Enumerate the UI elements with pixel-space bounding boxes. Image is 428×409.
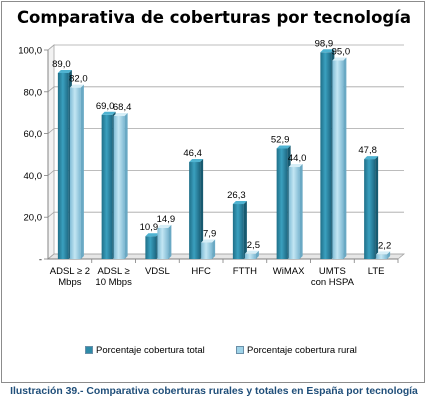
bar-side xyxy=(200,159,204,259)
x-tick-label: UMTS xyxy=(319,266,346,277)
bar-total xyxy=(320,52,332,260)
bar-side xyxy=(375,156,379,259)
chart-title: Comparativa de coberturas por tecnología xyxy=(16,8,412,27)
bar-top xyxy=(189,159,204,163)
data-label: 82,0 xyxy=(69,74,88,85)
data-label: 2,2 xyxy=(378,240,391,251)
data-label: 89,0 xyxy=(52,59,71,70)
bar-top xyxy=(288,164,303,168)
x-tick-label: HFC xyxy=(191,266,211,277)
data-label: 7,9 xyxy=(203,228,216,239)
bar-total xyxy=(189,162,201,259)
x-tick-label: ADSL ≥ xyxy=(97,266,129,277)
bar-rural xyxy=(288,167,300,259)
bar-top xyxy=(244,250,259,254)
bar-rural xyxy=(157,227,169,259)
data-label: 26,3 xyxy=(227,190,246,201)
x-tick-label: LTE xyxy=(368,266,385,277)
gridline xyxy=(47,211,404,218)
bar-total xyxy=(364,159,376,259)
plot-area: - 20,0 40,0 60,0 80,0 100,0 89,0 82,0 ADSL ≥ 2Mb… xyxy=(18,38,406,288)
side-wall xyxy=(47,44,55,260)
bar-top xyxy=(376,251,391,255)
data-label: 68,4 xyxy=(113,102,132,113)
floor xyxy=(46,253,406,260)
bar-total xyxy=(145,236,157,259)
bar-top xyxy=(157,224,172,228)
x-tick-label: Mbps xyxy=(58,277,81,288)
legend-label-rural: Porcentaje cobertura rural xyxy=(247,345,357,356)
bar-total xyxy=(57,72,69,260)
legend-item-total: Porcentaje cobertura total xyxy=(85,345,205,356)
y-tick-label: 40,0 xyxy=(24,171,43,182)
bar-total xyxy=(276,148,288,259)
gridline xyxy=(47,44,404,51)
data-label: 2,5 xyxy=(247,240,260,251)
bar-top xyxy=(69,84,84,88)
bar-total xyxy=(101,114,113,259)
data-label: 69,0 xyxy=(96,101,115,112)
bar-top xyxy=(113,113,128,117)
x-tick-label: VDSL xyxy=(145,266,170,277)
bar-side xyxy=(255,250,259,259)
bar-side xyxy=(124,113,128,259)
bar-side xyxy=(80,84,84,260)
bar-rural xyxy=(332,60,344,260)
bar-side xyxy=(212,239,216,259)
data-label: 46,4 xyxy=(183,148,202,159)
data-label: 95,0 xyxy=(332,46,351,57)
bar-rural xyxy=(69,87,81,260)
figure-caption: Ilustración 39.- Comparativa coberturas … xyxy=(10,386,418,397)
bar-side xyxy=(387,251,391,259)
bar-top xyxy=(145,233,160,237)
x-tick-label: 10 Mbps xyxy=(95,277,132,288)
bar-top xyxy=(364,156,379,160)
bar-top xyxy=(276,145,291,149)
x-tick-label: WiMAX xyxy=(273,266,305,277)
bar-top xyxy=(57,69,72,73)
bar-rural xyxy=(201,242,213,259)
x-tick-label: ADSL ≥ 2 xyxy=(50,266,90,277)
y-tick-label: 80,0 xyxy=(24,87,43,98)
legend-swatch-rural xyxy=(236,346,244,355)
data-label: 98,9 xyxy=(315,38,334,49)
bar-side xyxy=(168,224,172,259)
bar-total xyxy=(232,204,244,259)
data-label: 10,9 xyxy=(140,222,159,233)
y-tick-label: - xyxy=(39,255,42,266)
y-tick-label: 20,0 xyxy=(24,213,43,224)
bar-rural xyxy=(244,253,256,259)
bar-top xyxy=(320,49,335,53)
data-label: 52,9 xyxy=(271,134,290,145)
bar-rural xyxy=(376,254,388,259)
data-label: 14,9 xyxy=(157,214,176,225)
y-tick-label: 60,0 xyxy=(24,129,43,140)
data-label: 47,8 xyxy=(358,145,377,156)
bar-top xyxy=(101,111,116,115)
gridline xyxy=(47,128,404,134)
x-tick-label: FTTH xyxy=(233,266,257,277)
bar-top xyxy=(201,239,216,243)
data-label: 44,0 xyxy=(288,153,307,164)
legend-swatch-total xyxy=(85,346,93,355)
bar-side xyxy=(299,164,303,259)
bar-top xyxy=(232,201,247,205)
y-tick-label: 100,0 xyxy=(18,46,42,57)
legend-label-total: Porcentaje cobertura total xyxy=(96,345,205,356)
legend: Porcentaje cobertura total Porcentaje co… xyxy=(0,345,428,359)
bar-side xyxy=(243,201,247,259)
gridline xyxy=(47,86,404,93)
bar-rural xyxy=(113,116,125,259)
bar-side xyxy=(343,57,347,260)
gridline xyxy=(47,169,404,176)
legend-item-rural: Porcentaje cobertura rural xyxy=(236,345,357,356)
bar-top xyxy=(332,57,347,61)
x-tick-label: con HSPA xyxy=(311,277,355,288)
